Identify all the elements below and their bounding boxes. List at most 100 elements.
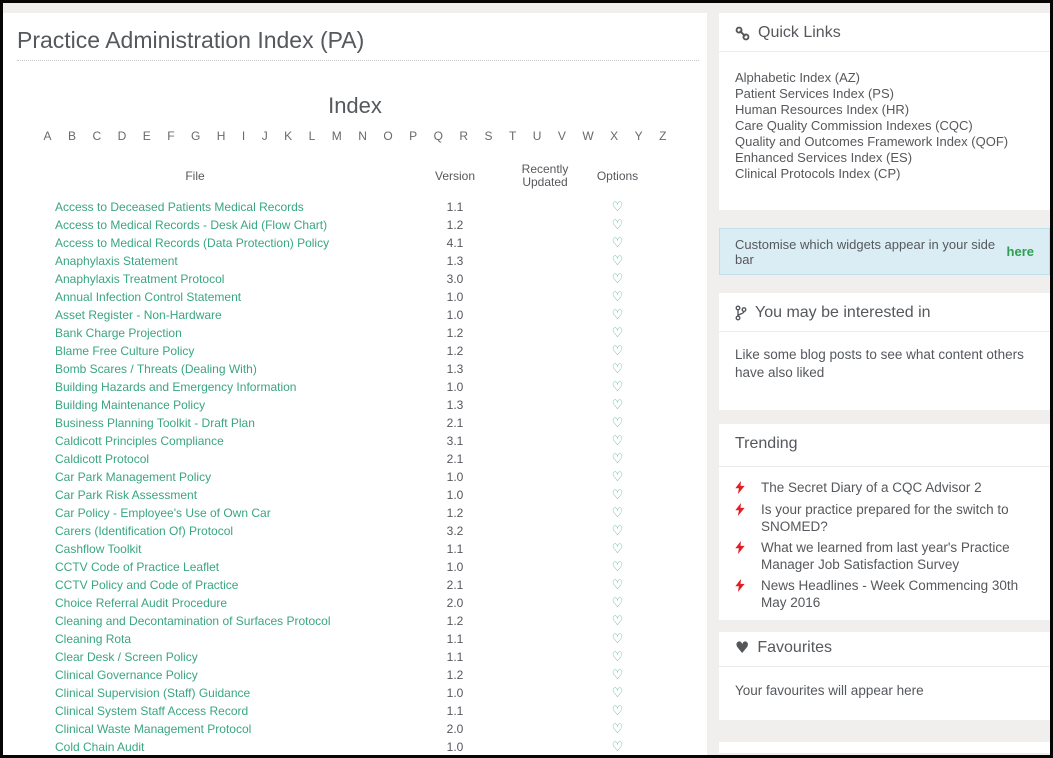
alphabet-letter-link[interactable]: Q [433,129,443,143]
file-link[interactable]: Building Maintenance Policy [55,398,206,412]
file-link[interactable]: Cleaning Rota [55,632,132,646]
alphabet-letter-link[interactable]: D [117,129,127,143]
file-link[interactable]: Clinical Governance Policy [55,668,198,682]
favourite-heart-outline-icon[interactable]: ♡ [611,560,624,575]
alphabet-letter-link[interactable]: P [409,129,418,143]
alphabet-letter-link[interactable]: H [216,129,226,143]
favourite-heart-outline-icon[interactable]: ♡ [611,650,624,665]
file-link[interactable]: Blame Free Culture Policy [55,344,195,358]
file-link[interactable]: Clear Desk / Screen Policy [55,650,198,664]
file-link[interactable]: Clinical Waste Management Protocol [55,722,252,736]
favourite-heart-outline-icon[interactable]: ♡ [611,218,624,233]
quick-link[interactable]: Clinical Protocols Index (CP) [735,166,901,181]
alphabet-letter-link[interactable]: K [284,129,293,143]
favourite-heart-outline-icon[interactable]: ♡ [611,434,624,449]
file-link[interactable]: Cold Chain Audit [55,740,145,754]
alphabet-letter-link[interactable]: I [241,129,246,143]
file-link[interactable]: Caldicott Protocol [55,452,150,466]
alphabet-letter-link[interactable]: U [532,129,542,143]
file-link[interactable]: Annual Infection Control Statement [55,290,242,304]
file-link[interactable]: Anaphylaxis Treatment Protocol [55,272,225,286]
quick-link[interactable]: Human Resources Index (HR) [735,102,910,117]
favourite-heart-outline-icon[interactable]: ♡ [611,578,624,593]
file-link[interactable]: Anaphylaxis Statement [55,254,178,268]
alphabet-letter-link[interactable]: M [331,129,342,143]
favourite-heart-outline-icon[interactable]: ♡ [611,380,624,395]
favourite-heart-outline-icon[interactable]: ♡ [611,668,624,683]
favourite-heart-outline-icon[interactable]: ♡ [611,272,624,287]
file-link[interactable]: CCTV Code of Practice Leaflet [55,560,220,574]
file-link[interactable]: Choice Referral Audit Procedure [55,596,228,610]
alphabet-letter-link[interactable]: T [509,129,517,143]
favourite-heart-outline-icon[interactable]: ♡ [611,254,624,269]
trending-item[interactable]: The Secret Diary of a CQC Advisor 2 [735,479,1034,497]
alphabet-letter-link[interactable]: W [582,129,594,143]
quick-link[interactable]: Quality and Outcomes Framework Index (QO… [735,134,1009,149]
file-link[interactable]: Access to Deceased Patients Medical Reco… [55,200,304,214]
file-link[interactable]: Carers (Identification Of) Protocol [55,524,234,538]
quick-link[interactable]: Enhanced Services Index (ES) [735,150,913,165]
file-link[interactable]: Bomb Scares / Threats (Dealing With) [55,362,257,376]
file-link[interactable]: Bank Charge Projection [55,326,182,340]
alphabet-letter-link[interactable]: S [484,129,493,143]
quick-link[interactable]: Alphabetic Index (AZ) [735,70,861,85]
favourite-heart-outline-icon[interactable]: ♡ [611,632,624,647]
file-link[interactable]: Asset Register - Non-Hardware [55,308,222,322]
trending-item[interactable]: Is your practice prepared for the switch… [735,501,1034,535]
favourite-heart-outline-icon[interactable]: ♡ [611,722,624,737]
file-link[interactable]: Business Planning Toolkit - Draft Plan [55,416,255,430]
favourite-heart-outline-icon[interactable]: ♡ [611,236,624,251]
favourite-heart-outline-icon[interactable]: ♡ [611,686,624,701]
favourite-heart-outline-icon[interactable]: ♡ [611,704,624,719]
alphabet-letter-link[interactable]: L [308,129,316,143]
alphabet-letter-link[interactable]: O [383,129,393,143]
alphabet-letter-link[interactable]: C [92,129,102,143]
favourite-heart-outline-icon[interactable]: ♡ [611,524,624,539]
alphabet-letter-link[interactable]: V [557,129,566,143]
favourite-heart-outline-icon[interactable]: ♡ [611,596,624,611]
alphabet-letter-link[interactable]: J [261,129,268,143]
file-link[interactable]: Access to Medical Records - Desk Aid (Fl… [55,218,328,232]
file-link[interactable]: CCTV Policy and Code of Practice [55,578,239,592]
favourite-heart-outline-icon[interactable]: ♡ [611,326,624,341]
alphabet-letter-link[interactable]: X [610,129,619,143]
file-link[interactable]: Car Park Risk Assessment [55,488,198,502]
file-link[interactable]: Clinical Supervision (Staff) Guidance [55,686,251,700]
favourite-heart-outline-icon[interactable]: ♡ [611,740,624,755]
customise-here-link[interactable]: here [1006,244,1034,259]
favourite-heart-outline-icon[interactable]: ♡ [611,200,624,215]
alphabet-letter-link[interactable]: N [358,129,367,143]
alphabet-letter-link[interactable]: Y [634,129,643,143]
file-link[interactable]: Car Park Management Policy [55,470,212,484]
file-link[interactable]: Caldicott Principles Compliance [55,434,224,448]
trending-item[interactable]: What we learned from last year's Practic… [735,539,1034,573]
file-link[interactable]: Building Hazards and Emergency Informati… [55,380,297,394]
file-link[interactable]: Cashflow Toolkit [55,542,142,556]
favourite-heart-outline-icon[interactable]: ♡ [611,398,624,413]
quick-link[interactable]: Care Quality Commission Indexes (CQC) [735,118,973,133]
favourite-heart-outline-icon[interactable]: ♡ [611,470,624,485]
file-link[interactable]: Car Policy - Employee's Use of Own Car [55,506,271,520]
favourite-heart-outline-icon[interactable]: ♡ [611,344,624,359]
favourite-heart-outline-icon[interactable]: ♡ [611,488,624,503]
alphabet-letter-link[interactable]: B [68,129,77,143]
alphabet-letter-link[interactable]: A [43,129,52,143]
file-link[interactable]: Clinical System Staff Access Record [55,704,249,718]
alphabet-letter-link[interactable]: G [190,129,201,143]
favourite-heart-outline-icon[interactable]: ♡ [611,452,624,467]
quick-link[interactable]: Patient Services Index (PS) [735,86,894,101]
favourite-heart-outline-icon[interactable]: ♡ [611,542,624,557]
file-link[interactable]: Access to Medical Records (Data Protecti… [55,236,330,250]
favourite-heart-outline-icon[interactable]: ♡ [611,290,624,305]
file-link[interactable]: Cleaning and Decontamination of Surfaces… [55,614,331,628]
alphabet-letter-link[interactable]: Z [659,129,667,143]
alphabet-letter-link[interactable]: E [142,129,151,143]
favourite-heart-outline-icon[interactable]: ♡ [611,308,624,323]
favourite-heart-outline-icon[interactable]: ♡ [611,506,624,521]
favourite-heart-outline-icon[interactable]: ♡ [611,362,624,377]
favourite-heart-outline-icon[interactable]: ♡ [611,416,624,431]
alphabet-letter-link[interactable]: R [459,129,469,143]
favourite-heart-outline-icon[interactable]: ♡ [611,614,624,629]
trending-item[interactable]: News Headlines - Week Commencing 30th Ma… [735,577,1034,611]
alphabet-letter-link[interactable]: F [167,129,175,143]
